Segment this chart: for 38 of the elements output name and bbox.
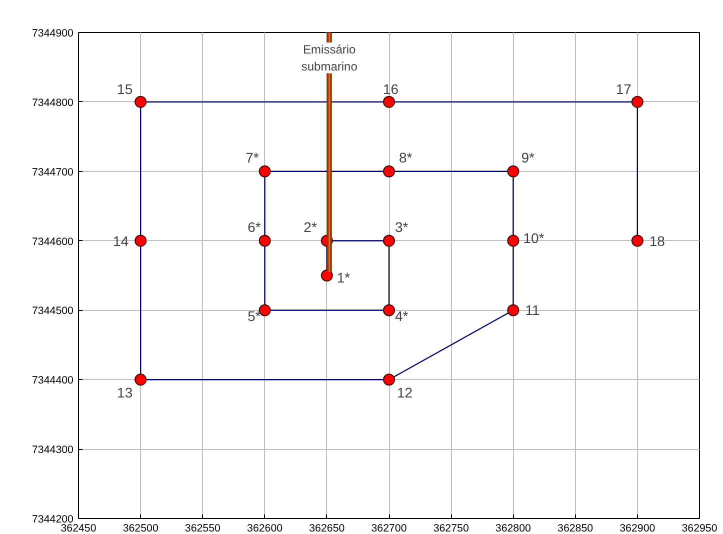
annotation: 2*: [304, 218, 318, 235]
annotation: 14: [113, 232, 129, 249]
annotation: 7*: [246, 149, 260, 166]
y-tick-label: 7344500: [32, 305, 74, 318]
y-tick-label: 7344800: [32, 96, 74, 109]
annotation: 1*: [336, 270, 351, 286]
x-tick-label: 362850: [558, 522, 594, 534]
y-tick-label: 7344300: [32, 444, 74, 456]
x-tick-label: 362550: [184, 522, 221, 534]
x-tick-label: 362950: [682, 522, 718, 534]
x-tick-label: 362500: [122, 522, 158, 534]
annotation: 11: [525, 302, 540, 318]
x-tick-label: 362450: [60, 522, 96, 534]
annotation: 12: [397, 384, 413, 401]
x-tick-label: 362900: [620, 522, 656, 534]
annotation: 15: [117, 80, 133, 97]
annotation: 16: [383, 80, 399, 97]
annotation: 8*: [399, 149, 413, 166]
x-tick-label: 362700: [371, 522, 407, 534]
annotation: 10*: [523, 230, 545, 246]
series-label: Emissário submarino: [301, 42, 358, 74]
annotation: 17: [616, 80, 632, 97]
annotation: 4*: [395, 308, 409, 324]
annotation: 13: [117, 384, 133, 401]
x-tick-label: 362750: [433, 522, 469, 534]
y-tick-label: 7344200: [32, 514, 74, 526]
annotation: 3*: [395, 218, 409, 235]
annotation: 5*: [248, 308, 262, 324]
x-tick-label: 362800: [495, 522, 532, 534]
annotation: 6*: [248, 218, 262, 235]
annotation: 9*: [521, 149, 535, 166]
x-tick-label: 362650: [309, 522, 345, 534]
y-tick-label: 7344700: [32, 166, 74, 178]
y-tick-label: 7344400: [32, 374, 74, 387]
y-tick-label: 7344600: [32, 236, 74, 248]
y-tick-label: 7344900: [32, 28, 74, 40]
annotation: 18: [649, 232, 666, 249]
x-tick-label: 362600: [247, 522, 283, 534]
